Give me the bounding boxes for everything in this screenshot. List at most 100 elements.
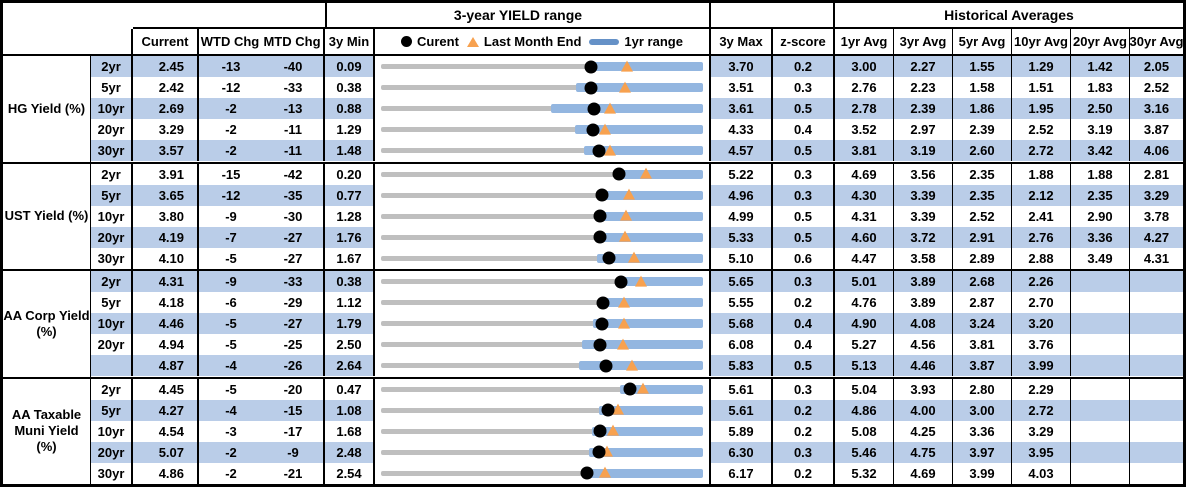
cell-wtd-chg: -2 [225,122,237,138]
cell-avg-5 [1071,313,1130,335]
cell-3y-min: 2.54 [325,462,375,484]
cell-avg-1: 4.69 [835,163,894,185]
col-header-current: Current [133,29,199,54]
cell-current: 2.45 [133,56,199,78]
cell-wtd-chg: -2 [199,98,263,120]
cell-avg-4: 1.51 [1012,77,1071,99]
cell-mtd-chg: -35 [263,184,325,206]
range-chart [375,292,711,314]
table-row: 10yr 4.54 -3 -17 1.68 5.89 0.2 5.08 4.25 3.36 3.29 [91,420,1183,442]
cell-avg-5: 2.35 [1071,184,1130,206]
cell-3y-min: 1.67 [325,247,375,269]
col-header-z-score: z-score [773,29,835,54]
cell-z-score: 0.4 [773,119,835,141]
cell-avg-6 [1130,271,1183,293]
cell-wtd-chg: -5 [225,337,237,353]
table-row: 10yr 4.46 -5 -27 1.79 5.68 0.4 4.90 4.08 3.24 3.20 [91,313,1183,335]
cell-avg-5: 3.36 [1071,226,1130,248]
cell-avg-3: 2.87 [953,292,1012,314]
cell-avg-4: 1.88 [1012,163,1071,185]
cell-tenor: 2yr [91,163,133,185]
cell-current: 4.87 [133,355,199,377]
last-month-end-triangle [618,317,631,329]
table-row: 2yr 2.45 -13 -40 0.09 3.70 0.2 3.00 2.27 1.55 1.29… [91,56,1183,78]
section: AA Corp Yield (%) 2yr 4.31 -9 -33 0.38 5.65 0.3… [3,271,1183,379]
cell-avg-3: 2.52 [953,205,1012,227]
range-plot [381,206,703,227]
cell-avg-4: 1.95 [1012,98,1071,120]
cell-tenor: 5yr [91,292,133,314]
cell-current: 3.29 [133,119,199,141]
cell-avg-1: 5.04 [835,378,894,400]
cell-wtd-chg: -2 [199,140,263,162]
cell-mtd-chg: -25 [263,334,325,356]
cell-current: 3.91 [133,163,199,185]
cell-mtd-chg: -17 [263,420,325,442]
range-plot [381,140,703,161]
cell-3y-max: 6.17 [711,462,773,484]
cell-avg-6 [1130,399,1183,421]
section-rows: 2yr 3.91 -15 -42 0.20 5.22 0.3 4.69 3.56 2.35 1.88… [91,163,1183,270]
last-month-end-triangle [603,102,616,114]
three-yr-track-bar [381,85,703,91]
cell-current: 4.31 [133,271,199,293]
current-dot [580,466,594,480]
cell-avg-6 [1130,313,1183,335]
current-dot [593,209,607,223]
three-yr-track-bar [381,470,703,476]
cell-avg-6: 2.81 [1143,166,1170,182]
table-row: 20yr 5.07 -2 -9 2.48 6.30 0.3 5.46 4.75 3.97 3.95 [91,441,1183,463]
cell-avg-1: 5.13 [835,355,894,377]
cell-avg-5 [1071,420,1130,442]
cell-3y-max: 6.30 [711,441,773,463]
cell-wtd-chg: -5 [225,381,237,397]
three-yr-track-bar [381,171,703,177]
cell-z-score: 0.4 [773,334,835,356]
cell-avg-4: 2.41 [1012,205,1071,227]
cell-3y-min: 1.28 [325,205,375,227]
cell-z-score: 0.4 [773,313,835,335]
cell-avg-1: 4.30 [835,184,894,206]
range-chart [375,399,711,421]
cell-avg-3: 1.86 [953,98,1012,120]
table-row: 5yr 4.18 -6 -29 1.12 5.55 0.2 4.76 3.89 2.87 2.70 [91,292,1183,314]
current-dot [595,317,609,331]
three-yr-track-bar [381,449,703,455]
range-chart [375,98,711,120]
cell-avg-5: 3.42 [1071,140,1130,162]
last-month-end-triangle [621,60,634,72]
last-month-end-triangle [639,167,652,179]
cell-avg-1: 5.32 [835,462,894,484]
section: HG Yield (%) 2yr 2.45 -13 -40 0.09 3.70 0.2 3.00… [3,56,1183,164]
cell-3y-min: 0.88 [325,98,375,120]
last-month-end-triangle [618,81,631,93]
group-label: AA Corp Yield (%) [3,271,91,377]
cell-avg-2: 4.46 [894,355,953,377]
table-row: 20yr 4.19 -7 -27 1.76 5.33 0.5 4.60 3.72 2.91 2.76… [91,226,1183,248]
cell-current: 4.19 [133,226,199,248]
group-label: AA Taxable Muni Yield (%) [3,378,91,484]
cell-tenor: 30yr [91,140,133,162]
cell-wtd-chg: -7 [199,226,263,248]
cell-avg-2: 2.27 [894,56,953,78]
cell-avg-2: 2.97 [894,119,953,141]
current-dot [584,81,598,95]
cell-tenor: 5yr [91,77,133,99]
cell-3y-min: 0.47 [325,378,375,400]
cell-avg-5 [1071,271,1130,293]
cell-mtd-chg: -30 [263,205,325,227]
cell-tenor: 5yr [91,399,133,421]
last-month-end-triangle [628,252,641,264]
last-month-end-triangle [606,424,619,436]
legend-last-month-end-label: Last Month End [483,34,582,49]
one-yr-range-bar [594,232,703,242]
cell-z-score: 0.3 [773,441,835,463]
cell-avg-2: 4.00 [894,399,953,421]
cell-3y-min: 2.64 [325,355,375,377]
cell-avg-2: 4.75 [894,441,953,463]
three-yr-track-bar [381,234,703,240]
current-dot [593,338,607,352]
header-blank-left [3,3,133,29]
cell-mtd-chg: -42 [263,163,325,185]
cell-avg-6 [1130,441,1183,463]
